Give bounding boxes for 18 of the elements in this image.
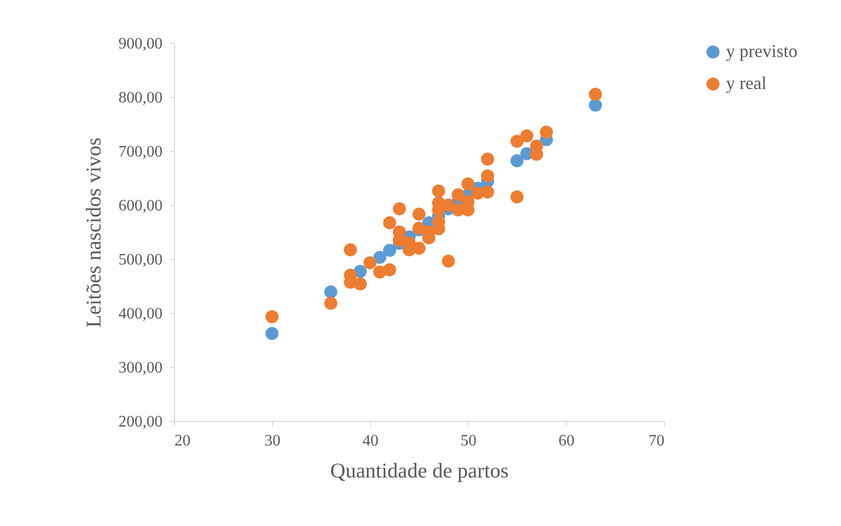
y-tick-label: 900,00 [118,36,162,52]
legend-label: y previsto [726,41,798,61]
y-tick-label: 200,00 [118,414,162,430]
x-tick-label: 40 [362,432,378,450]
y-tick-label: 500,00 [118,252,162,268]
x-tick-label: 60 [558,432,574,450]
x-axis-title: Quantidade de partos [330,458,509,482]
y-tick-label: 600,00 [118,198,162,214]
y-axis-title: Leitões nascidos vivos [82,137,106,328]
y-tick-label: 700,00 [118,144,162,160]
x-tick-label: 70 [648,432,664,450]
legend-label: y real [726,73,766,93]
x-tick-label: 50 [460,432,476,450]
x-tick-label: 30 [264,432,280,450]
y-tick-label: 400,00 [118,306,162,322]
y-tick-label: 300,00 [118,360,162,376]
x-tick-label: 20 [174,432,190,450]
y-tick-label: 800,00 [118,90,162,106]
